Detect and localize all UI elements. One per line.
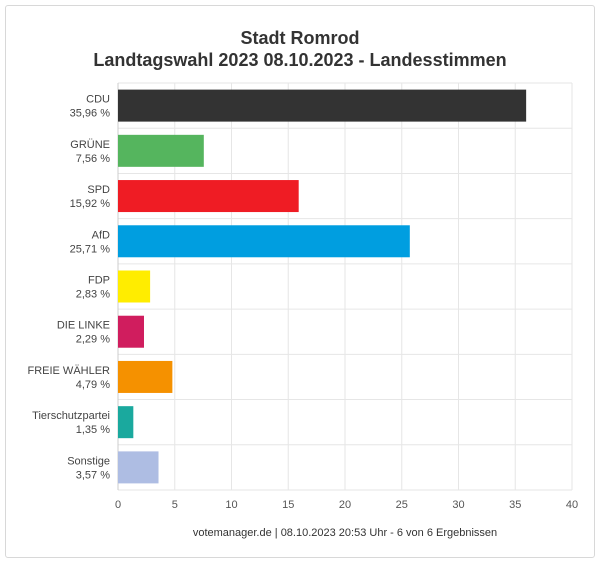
category-label: Sonstige xyxy=(67,455,110,467)
bar-afd xyxy=(118,225,410,258)
x-tick-label: 0 xyxy=(115,499,121,511)
category-label: AfD xyxy=(92,229,110,241)
category-label: Tierschutzpartei xyxy=(32,410,110,422)
bar-cdu xyxy=(118,89,527,122)
category-label: FDP xyxy=(88,275,110,287)
x-tick-label: 35 xyxy=(509,499,521,511)
x-tick-label: 15 xyxy=(282,499,294,511)
x-tick-label: 25 xyxy=(396,499,408,511)
category-label: GRÜNE xyxy=(70,139,110,151)
bar-die-linke xyxy=(118,315,144,348)
category-label: FREIE WÄHLER xyxy=(27,365,110,377)
x-tick-label: 20 xyxy=(339,499,351,511)
category-value-label: 3,57 % xyxy=(76,469,110,481)
category-value-label: 35,96 % xyxy=(70,108,111,120)
category-label: CDU xyxy=(86,94,110,106)
bar-tierschutzpartei xyxy=(118,406,134,439)
category-value-label: 7,56 % xyxy=(76,153,110,165)
category-value-label: 1,35 % xyxy=(76,424,110,436)
category-value-label: 15,92 % xyxy=(70,198,111,210)
category-value-label: 2,29 % xyxy=(76,334,110,346)
bar-gr-ne xyxy=(118,134,204,167)
bar-sonstige xyxy=(118,451,159,484)
chart-footer: votemanager.de | 08.10.2023 20:53 Uhr - … xyxy=(192,527,498,539)
bar-spd xyxy=(118,180,299,213)
bar-fdp xyxy=(118,270,151,303)
chart-title: Stadt Romrod xyxy=(240,28,360,48)
x-tick-label: 40 xyxy=(566,499,578,511)
x-tick-label: 10 xyxy=(225,499,237,511)
category-value-label: 4,79 % xyxy=(76,379,110,391)
category-label: SPD xyxy=(87,184,110,196)
category-value-label: 2,83 % xyxy=(76,289,110,301)
bar-freie-w-hler xyxy=(118,360,173,393)
chart-subtitle: Landtagswahl 2023 08.10.2023 - Landessti… xyxy=(93,50,507,70)
category-value-label: 25,71 % xyxy=(70,243,111,255)
x-tick-label: 5 xyxy=(172,499,178,511)
x-tick-label: 30 xyxy=(452,499,464,511)
category-label: DIE LINKE xyxy=(57,320,110,332)
